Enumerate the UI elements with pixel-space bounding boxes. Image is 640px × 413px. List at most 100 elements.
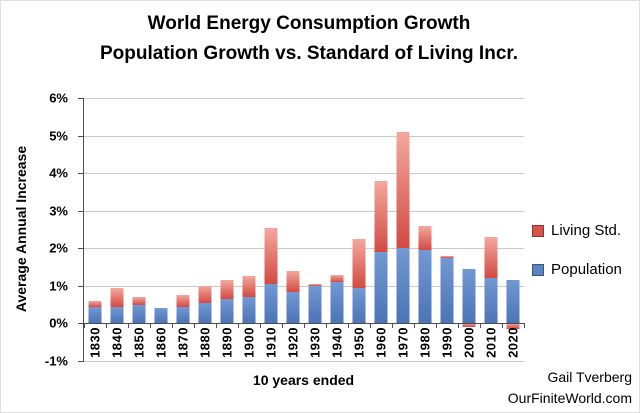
bars-layer: 1830 1840 1850 1860 1870 1880 1890 1900 1910 1920… — [84, 98, 524, 361]
attribution-author: Gail Tverberg — [547, 369, 632, 385]
living-std-bar — [264, 227, 278, 284]
bar-group-1870: 1870 — [172, 98, 194, 361]
y-axis-tick-mark — [78, 285, 84, 287]
y-axis-tick-label: 3% — [49, 203, 68, 219]
living-std-bar — [88, 300, 102, 307]
living-std-bar — [308, 283, 322, 286]
y-axis-tick-labels: 6% 5% 4% 3% 2% 1% 0% -1% — [1, 91, 76, 369]
x-axis-tick-mark — [348, 323, 349, 329]
bar-group-1980: 1980 — [414, 98, 436, 361]
population-bar — [264, 284, 278, 324]
x-axis-tick-label: 1910 — [263, 327, 279, 359]
y-axis-tick-mark — [78, 98, 84, 99]
living-std-bar — [132, 297, 146, 305]
x-axis-tick-label: 1970 — [395, 327, 411, 359]
y-axis-tick-mark — [78, 173, 84, 175]
x-axis-tick-label: 1990 — [439, 327, 455, 359]
y-axis-tick-mark — [78, 248, 84, 250]
bar-group-2010: 2010 — [480, 98, 502, 361]
x-axis-tick-mark — [326, 323, 327, 329]
x-axis-tick-mark — [392, 323, 393, 329]
living-std-bar — [440, 255, 454, 258]
x-axis-tick-label: 1960 — [373, 327, 389, 359]
living-std-bar-negative — [462, 323, 476, 328]
bar-group-1940: 1940 — [326, 98, 348, 361]
living-std-bar — [352, 238, 366, 288]
population-bar — [242, 297, 256, 324]
x-axis-tick-mark — [216, 323, 217, 329]
x-axis-tick-mark — [458, 323, 459, 329]
x-axis-tick-label: 1980 — [417, 327, 433, 359]
bar-group-1830: 1830 — [84, 98, 106, 361]
x-axis-tick-mark — [436, 323, 437, 329]
bar-group-2000: 2000 — [458, 98, 480, 361]
gridline — [84, 173, 524, 175]
living-std-bar — [220, 280, 234, 300]
bar-group-1910: 1910 — [260, 98, 282, 361]
bar-group-1900: 1900 — [238, 98, 260, 361]
x-axis-tick-mark — [502, 323, 503, 329]
population-bar — [308, 285, 322, 324]
living-std-bar — [418, 225, 432, 251]
population-bar — [176, 306, 190, 324]
x-axis-tick-label: 1850 — [131, 327, 147, 359]
living-std-bar — [176, 295, 190, 307]
gridline — [84, 248, 524, 250]
bar-group-1920: 1920 — [282, 98, 304, 361]
legend-swatch — [532, 224, 544, 237]
population-bar — [198, 302, 212, 324]
gridline — [84, 135, 524, 137]
legend-swatch — [532, 263, 544, 276]
bar-group-1970: 1970 — [392, 98, 414, 361]
gridline — [84, 98, 524, 99]
x-axis-tick-label: 1950 — [351, 327, 367, 359]
bar-group-1930: 1930 — [304, 98, 326, 361]
chart-title-line1: World Energy Consumption Growth — [147, 13, 471, 34]
living-std-bar-negative — [506, 323, 520, 330]
attribution: Gail Tverberg OurFiniteWorld.com — [508, 367, 632, 409]
living-std-bar — [396, 131, 410, 249]
living-std-bar — [242, 276, 256, 298]
x-axis-tick-label: 2000 — [461, 327, 477, 359]
population-bar — [374, 252, 388, 324]
living-std-bar — [374, 180, 388, 253]
x-axis-tick-label: 1920 — [285, 327, 301, 359]
chart-title-line2: Population Growth vs. Standard of Living… — [99, 43, 519, 64]
bar-group-1990: 1990 — [436, 98, 458, 361]
chart-title: World Energy Consumption Growth Populati… — [1, 9, 617, 69]
gridline — [84, 361, 524, 362]
x-axis-tick-label: 1930 — [307, 327, 323, 359]
bar-group-1860: 1860 — [150, 98, 172, 361]
x-axis-tick-mark — [282, 323, 283, 329]
living-std-bar — [330, 274, 344, 283]
y-axis-tick-mark — [78, 210, 84, 212]
x-axis-title: 10 years ended — [252, 372, 355, 388]
population-bar — [88, 306, 102, 324]
y-axis-tick-label: -1% — [44, 353, 68, 369]
bar-group-1840: 1840 — [106, 98, 128, 361]
x-axis-tick-label: 1840 — [109, 327, 125, 359]
y-axis-tick-label: 2% — [49, 240, 68, 256]
x-axis-tick-label: 1940 — [329, 327, 345, 359]
population-bar — [110, 306, 124, 324]
x-axis-tick-label: 1890 — [219, 327, 235, 359]
attribution-site: OurFiniteWorld.com — [507, 390, 632, 406]
bar-group-1960: 1960 — [370, 98, 392, 361]
bar-group-1880: 1880 — [194, 98, 216, 361]
x-axis-tick-mark — [84, 323, 85, 329]
x-axis-tick-label: 2010 — [483, 327, 499, 359]
x-axis-tick-label: 1870 — [175, 327, 191, 359]
population-bar — [440, 257, 454, 324]
x-axis-tick-mark — [194, 323, 195, 329]
legend-label: Population — [551, 261, 622, 278]
living-std-bar — [198, 285, 212, 303]
bar-group-2020: 2020 — [502, 98, 524, 361]
living-std-bar — [110, 287, 124, 307]
x-axis-tick-label: 1860 — [153, 327, 169, 359]
population-bar — [154, 308, 168, 324]
population-bar — [396, 248, 410, 324]
y-axis-tick-mark — [78, 361, 84, 362]
y-axis-tick-label: 4% — [49, 165, 68, 181]
living-std-bar — [484, 237, 498, 279]
